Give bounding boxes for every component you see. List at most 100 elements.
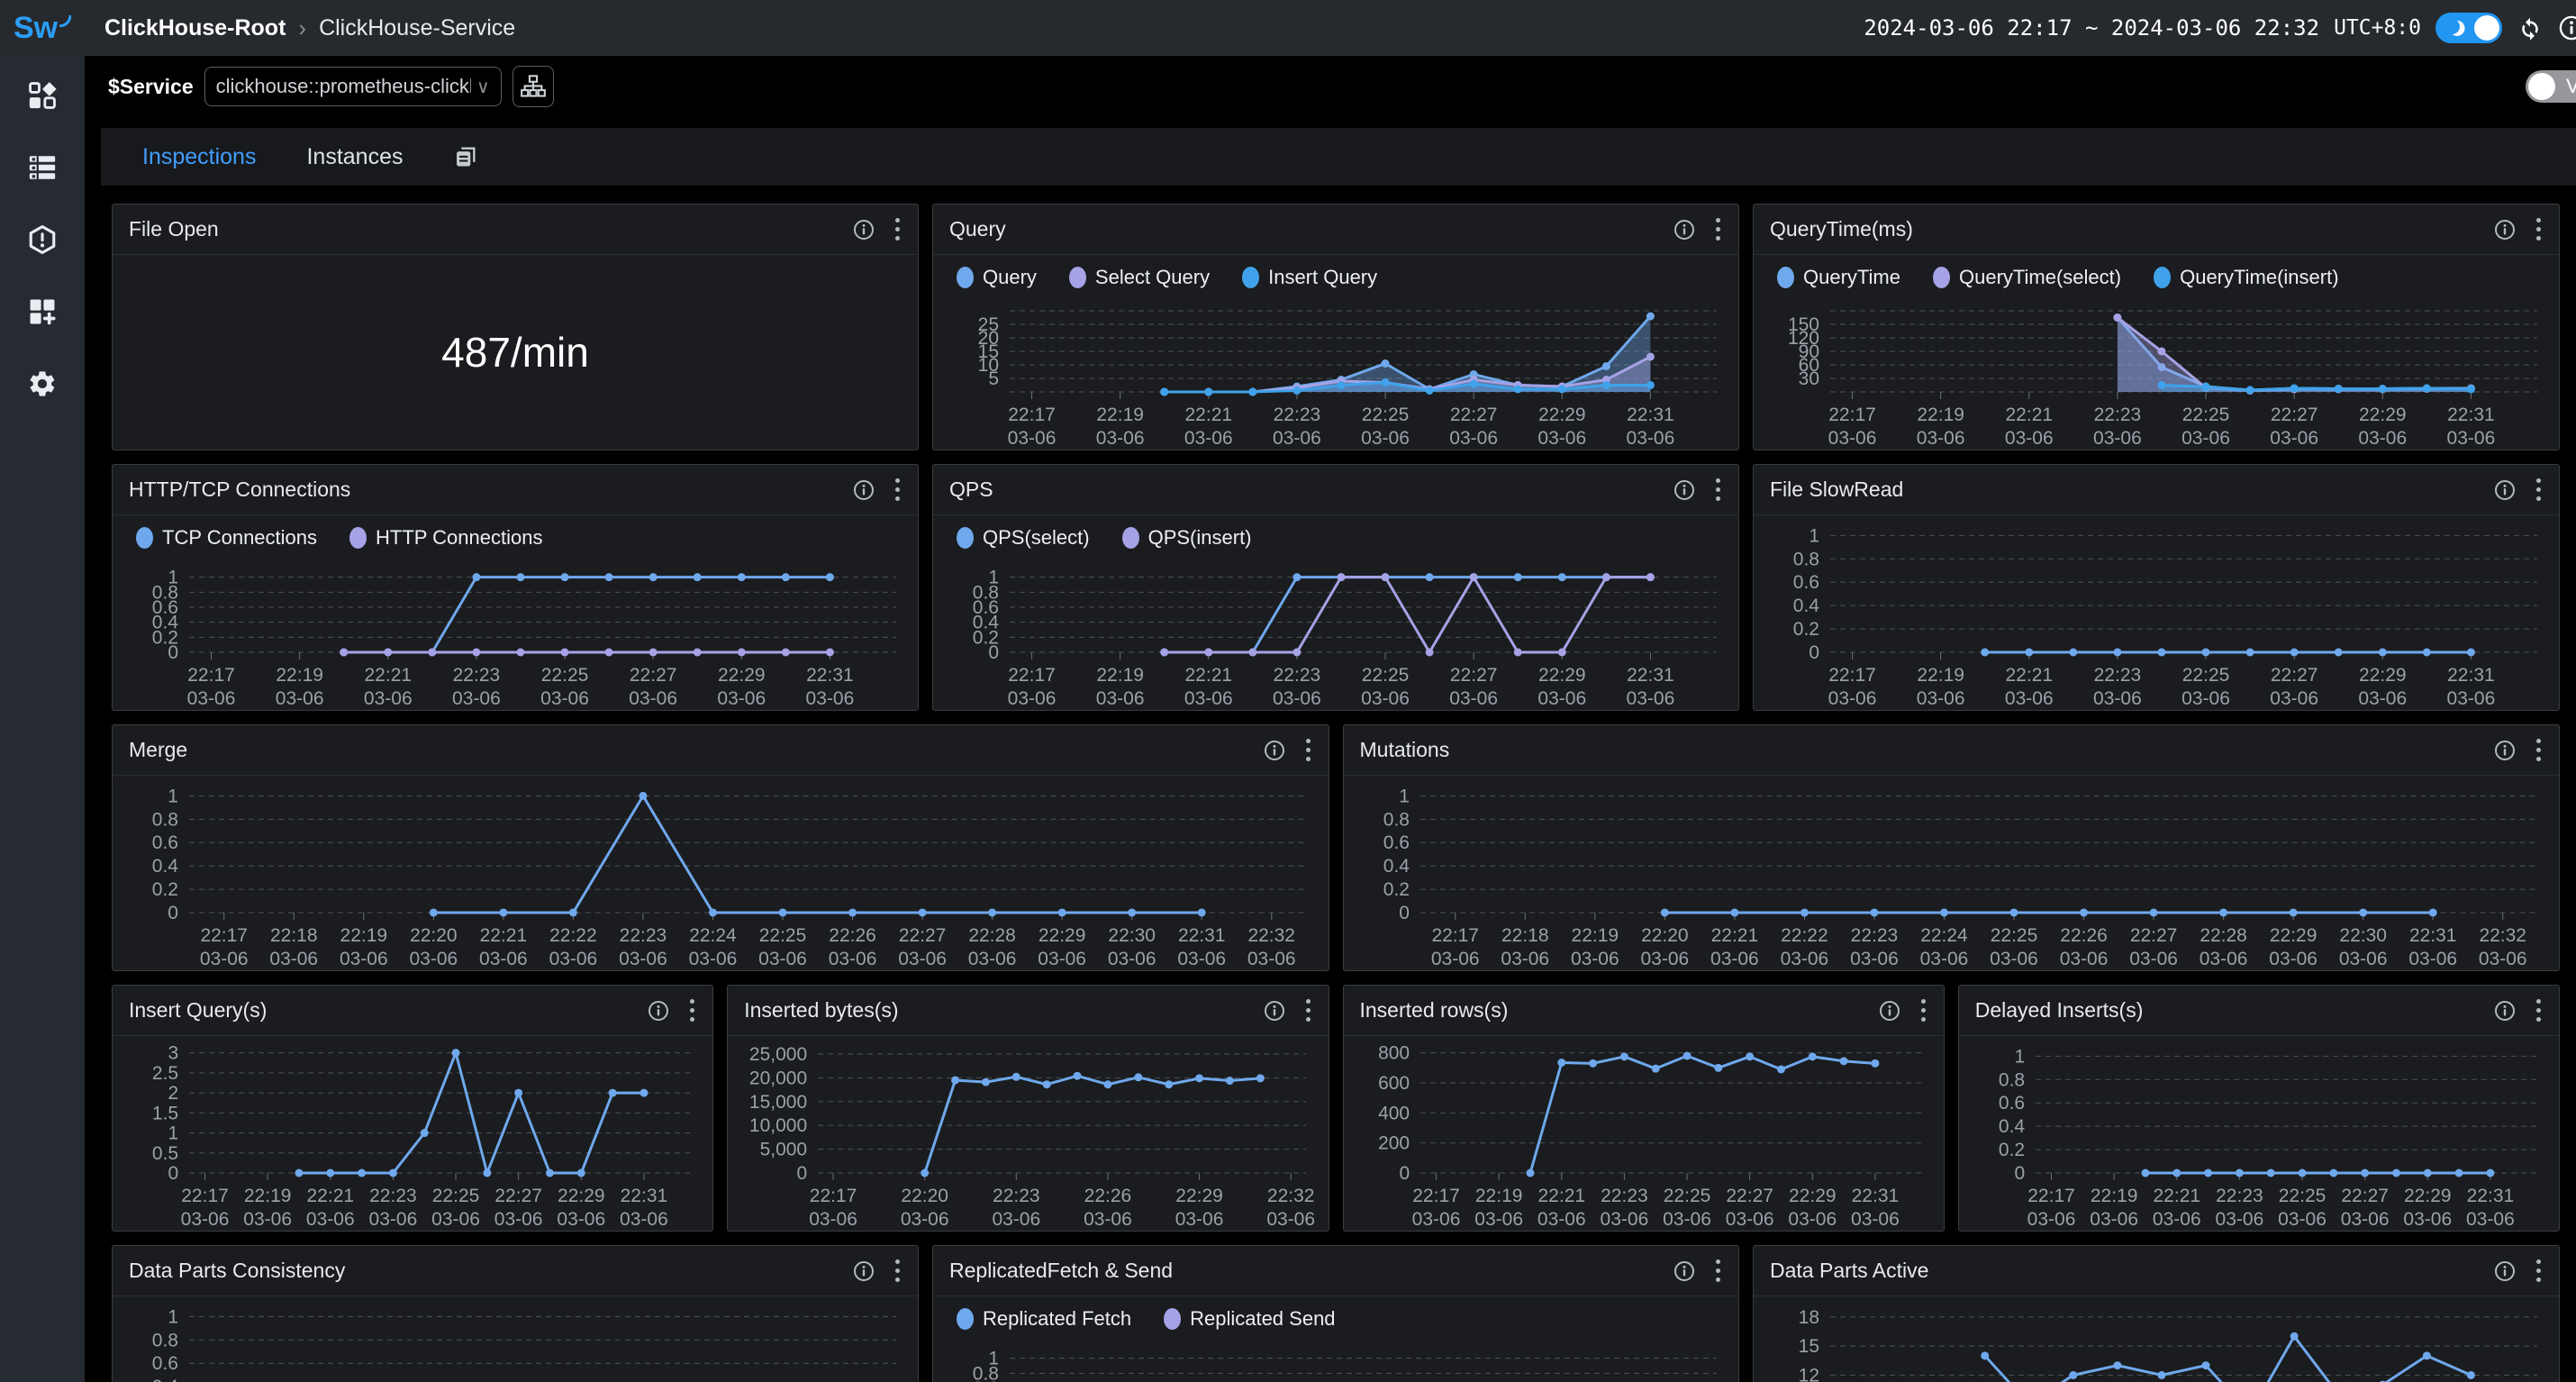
svg-text:22:24: 22:24 bbox=[1920, 925, 1968, 946]
svg-text:1.5: 1.5 bbox=[152, 1103, 178, 1123]
legend-item[interactable]: QueryTime(insert) bbox=[2154, 266, 2339, 289]
svg-text:22:17: 22:17 bbox=[1412, 1186, 1460, 1206]
panel-title: Mutations bbox=[1359, 738, 1450, 761]
panel-header-icons bbox=[2493, 216, 2543, 242]
tab-inspections[interactable]: Inspections bbox=[142, 143, 257, 169]
panel-info-button[interactable] bbox=[647, 999, 670, 1023]
breadcrumb-root[interactable]: ClickHouse-Root bbox=[104, 14, 286, 41]
panel-menu-button[interactable] bbox=[688, 997, 696, 1023]
svg-text:03-06: 03-06 bbox=[1184, 428, 1233, 449]
panel-menu-button[interactable] bbox=[2535, 997, 2543, 1023]
refresh-button[interactable] bbox=[2517, 14, 2544, 41]
tab-instances[interactable]: Instances bbox=[306, 143, 404, 169]
svg-text:22:27: 22:27 bbox=[2271, 405, 2318, 425]
chart-canvas[interactable]: 0 5,000 10,000 15,000 20,000 25,000 22:17 03-06… bbox=[728, 1036, 1328, 1231]
svg-text:0: 0 bbox=[1399, 1163, 1410, 1184]
svg-text:03-06: 03-06 bbox=[2478, 949, 2526, 969]
legend-item[interactable]: HTTP Connections bbox=[349, 526, 542, 550]
panel-menu-button[interactable] bbox=[893, 1258, 902, 1284]
panel-info-button[interactable] bbox=[1673, 1259, 1696, 1283]
panel-menu-button[interactable] bbox=[893, 216, 902, 242]
panel-info-button[interactable] bbox=[2493, 999, 2517, 1023]
svg-text:0.4: 0.4 bbox=[1383, 856, 1410, 877]
legend-item[interactable]: QueryTime bbox=[1777, 266, 1900, 289]
svg-text:03-06: 03-06 bbox=[2408, 949, 2457, 969]
chart-canvas[interactable]: 0 0.2 0.4 0.6 0.8 1 22:17 03-06 22:18 03-06 22:19 0… bbox=[1344, 776, 2560, 970]
panel-menu-button[interactable] bbox=[1714, 477, 1722, 503]
svg-text:03-06: 03-06 bbox=[2027, 1209, 2075, 1230]
chart-canvas[interactable]: 6912151822:1703-0622:1903-0622:2103-0622… bbox=[1754, 1296, 2559, 1382]
svg-text:1: 1 bbox=[988, 1349, 999, 1369]
legend-item[interactable]: TCP Connections bbox=[136, 526, 317, 550]
legend-item[interactable]: QPS(select) bbox=[957, 526, 1090, 550]
legend-item[interactable]: QPS(insert) bbox=[1121, 526, 1252, 550]
svg-text:22:27: 22:27 bbox=[2341, 1186, 2389, 1206]
panel-header: Delayed Inserts(s) bbox=[1958, 986, 2559, 1036]
view-mode-toggle[interactable]: V bbox=[2526, 70, 2576, 103]
info-button[interactable] bbox=[2558, 14, 2576, 41]
panel-title: ReplicatedFetch & Send bbox=[949, 1259, 1174, 1282]
chart-canvas[interactable]: 30 60 90 120 150 22:17 03-06 22:19 03-06 22:21 03-… bbox=[1754, 300, 2559, 450]
panel-menu-button[interactable] bbox=[893, 477, 902, 503]
chart-canvas[interactable]: 00.20.40.60.8122:1703-0622:1903-0622:210… bbox=[113, 1296, 918, 1382]
panel-menu-button[interactable] bbox=[1714, 1258, 1722, 1284]
legend-item[interactable]: Select Query bbox=[1068, 266, 1210, 289]
panel-info-button[interactable] bbox=[852, 478, 875, 502]
panel-info-button[interactable] bbox=[2493, 739, 2517, 762]
panel-menu-button[interactable] bbox=[2535, 737, 2543, 763]
panel-info-button[interactable] bbox=[2493, 218, 2517, 241]
topology-button[interactable] bbox=[512, 66, 554, 107]
panel-info-button[interactable] bbox=[852, 1259, 875, 1283]
panel-info-button[interactable] bbox=[1263, 739, 1286, 762]
copy-dashboard-button[interactable] bbox=[453, 144, 478, 169]
panel-info-button[interactable] bbox=[2493, 1259, 2517, 1283]
skywalking-logo[interactable]: Sw bbox=[0, 11, 85, 46]
svg-text:03-06: 03-06 bbox=[993, 1209, 1041, 1230]
panel-info-button[interactable] bbox=[1878, 999, 1901, 1023]
panel-header: QueryTime(ms) bbox=[1754, 205, 2559, 255]
svg-text:03-06: 03-06 bbox=[1267, 1209, 1316, 1230]
panel-menu-button[interactable] bbox=[1919, 997, 1927, 1023]
legend-item[interactable]: Replicated Send bbox=[1164, 1307, 1336, 1331]
legend-item[interactable]: Query bbox=[957, 266, 1037, 289]
legend-item[interactable]: QueryTime(select) bbox=[1932, 266, 2121, 289]
chart-canvas[interactable]: 5 10 15 20 25 22:17 03-06 22:19 03-06 22:21 03-06 2… bbox=[933, 300, 1738, 450]
time-range[interactable]: 2024-03-06 22:17 ~ 2024-03-06 22:32 bbox=[1864, 15, 2320, 41]
chart-canvas[interactable]: 0 0.5 1 1.5 2 2.5 3 22:17 03-06 22:19 03-06 22:21 03… bbox=[113, 1036, 712, 1231]
panel-info-button[interactable] bbox=[1263, 999, 1286, 1023]
legend-item[interactable]: Insert Query bbox=[1242, 266, 1377, 289]
svg-text:22:23: 22:23 bbox=[2216, 1186, 2263, 1206]
sidebar-item-settings[interactable] bbox=[24, 366, 60, 402]
panel-menu-button[interactable] bbox=[2535, 477, 2543, 503]
sidebar-item-dashboards[interactable] bbox=[24, 150, 60, 186]
svg-text:03-06: 03-06 bbox=[2005, 688, 2054, 709]
chart-canvas[interactable]: 0 200 400 600 800 22:17 03-06 22:19 03-06 22:21 03… bbox=[1344, 1036, 1944, 1231]
panel-menu-button[interactable] bbox=[1304, 997, 1312, 1023]
chart-canvas[interactable]: 00.20.40.60.8122:1703-0622:1903-0622:210… bbox=[933, 1341, 1738, 1382]
panel-info-button[interactable] bbox=[1673, 218, 1696, 241]
panel-menu-button[interactable] bbox=[1304, 737, 1312, 763]
svg-text:22:21: 22:21 bbox=[1537, 1186, 1585, 1206]
info-icon bbox=[1674, 1260, 1694, 1281]
svg-text:03-06: 03-06 bbox=[1851, 1209, 1900, 1230]
panel-menu-button[interactable] bbox=[2535, 216, 2543, 242]
chart-canvas[interactable]: 0 0.2 0.4 0.6 0.8 1 22:17 03-06 22:18 03-06 22:19 0… bbox=[113, 776, 1329, 970]
panel-info-button[interactable] bbox=[2493, 478, 2517, 502]
panel-header: HTTP/TCP Connections bbox=[113, 465, 918, 515]
panel-menu-button[interactable] bbox=[2535, 1258, 2543, 1284]
sidebar-item-new-dashboard[interactable] bbox=[24, 294, 60, 330]
breadcrumb-current[interactable]: ClickHouse-Service bbox=[319, 14, 516, 41]
service-select[interactable]: clickhouse::prometheus-clickhouse ∨ bbox=[204, 67, 502, 106]
sidebar-item-marketplace[interactable] bbox=[24, 77, 60, 114]
panel-info-button[interactable] bbox=[852, 218, 875, 241]
panel-info-button[interactable] bbox=[1673, 478, 1696, 502]
panel-menu-button[interactable] bbox=[1714, 216, 1722, 242]
dark-mode-toggle[interactable] bbox=[2435, 13, 2502, 43]
sidebar-item-alerting[interactable] bbox=[24, 222, 60, 258]
legend-item[interactable]: Replicated Fetch bbox=[957, 1307, 1131, 1331]
